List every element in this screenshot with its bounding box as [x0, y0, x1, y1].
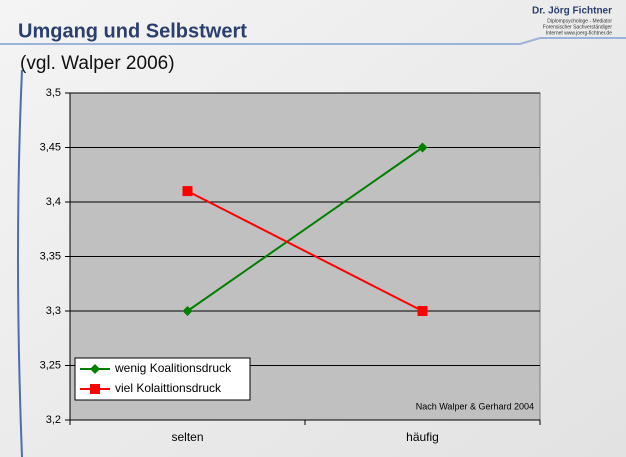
x-tick-label: häufig	[406, 430, 439, 444]
y-tick-label: 3,45	[40, 141, 61, 153]
legend-label: wenig Koalitionsdruck	[114, 361, 232, 375]
header-rule	[0, 37, 626, 45]
logo-name: Dr. Jörg Fichtner	[532, 6, 612, 17]
annotation: Nach Walper & Gerhard 2004	[416, 401, 534, 411]
logo-line: Diplompsychologe - Mediator	[547, 18, 612, 24]
y-tick-label: 3,2	[46, 414, 61, 426]
y-tick-label: 3,5	[46, 87, 61, 99]
y-tick-label: 3,35	[40, 250, 61, 262]
marker	[182, 186, 193, 197]
logo-line: Internet www.joerg-fichtner.de	[546, 30, 612, 36]
series-line	[187, 190, 423, 312]
legend-marker	[90, 364, 100, 374]
y-tick-label: 3,25	[40, 359, 61, 371]
marker	[417, 306, 428, 316]
legend-marker	[90, 384, 100, 394]
y-tick-label: 3,4	[46, 196, 61, 208]
side-decoration	[17, 69, 23, 457]
marker	[417, 142, 428, 153]
series-line	[186, 146, 424, 312]
legend: wenig Koalitionsdruck viel Kolaittionsdru…	[74, 357, 251, 401]
subtitle: (vgl. Walper 2006)	[20, 53, 175, 74]
y-tick-label: 3,3	[46, 305, 61, 317]
x-tick-label: selten	[171, 430, 203, 444]
legend-label: viel Kolaittionsdruck	[115, 381, 222, 395]
legend-box	[74, 357, 251, 401]
chart: 3,2 3,25 3,3 3,35 3,4 3,45 3,5 selten häufig Nach…	[40, 87, 541, 444]
slide-title: Umgang und Selbstwert	[18, 20, 247, 42]
marker	[182, 306, 193, 316]
logo-line: Forensischer Sachverständiger	[543, 24, 613, 30]
